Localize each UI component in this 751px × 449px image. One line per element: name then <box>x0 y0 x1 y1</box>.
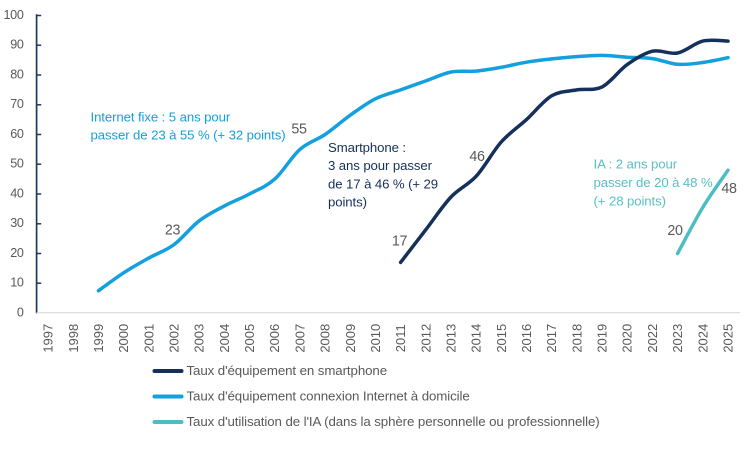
svg-text:20: 20 <box>667 223 683 239</box>
svg-text:2015: 2015 <box>494 324 509 353</box>
svg-text:2014: 2014 <box>469 324 484 353</box>
svg-text:(+ 28 points): (+ 28 points) <box>594 193 666 208</box>
svg-text:Taux d'utilisation de l'IA (da: Taux d'utilisation de l'IA (dans la sphè… <box>187 414 600 429</box>
svg-text:1997: 1997 <box>41 324 56 353</box>
svg-text:0: 0 <box>17 305 24 319</box>
svg-text:de 17 à 46 % (+ 29: de 17 à 46 % (+ 29 <box>328 176 438 191</box>
svg-text:2004: 2004 <box>217 324 232 353</box>
svg-text:40: 40 <box>10 186 24 200</box>
svg-text:2018: 2018 <box>569 324 584 353</box>
svg-text:2024: 2024 <box>695 324 710 353</box>
svg-text:2020: 2020 <box>620 324 635 353</box>
svg-text:90: 90 <box>10 38 24 52</box>
svg-text:points): points) <box>328 194 367 209</box>
svg-text:2006: 2006 <box>267 324 282 353</box>
svg-text:2007: 2007 <box>292 324 307 353</box>
svg-text:80: 80 <box>10 67 24 81</box>
svg-text:2012: 2012 <box>418 324 433 353</box>
svg-text:2008: 2008 <box>318 324 333 353</box>
svg-text:1999: 1999 <box>91 324 106 353</box>
svg-text:2013: 2013 <box>444 324 459 353</box>
svg-text:passer de 23 à 55 % (+ 32 poin: passer de 23 à 55 % (+ 32 points) <box>91 127 286 142</box>
svg-text:2022: 2022 <box>645 324 660 353</box>
svg-text:2011: 2011 <box>393 324 408 352</box>
svg-text:2009: 2009 <box>343 324 358 353</box>
svg-text:IA : 2 ans pour: IA : 2 ans pour <box>594 156 678 171</box>
svg-text:100: 100 <box>4 8 24 22</box>
svg-text:1998: 1998 <box>66 324 81 353</box>
svg-text:2005: 2005 <box>242 324 257 353</box>
svg-text:46: 46 <box>469 149 485 165</box>
svg-text:2017: 2017 <box>544 324 559 353</box>
svg-text:2002: 2002 <box>167 324 182 353</box>
svg-text:23: 23 <box>165 223 181 239</box>
svg-text:2010: 2010 <box>368 324 383 353</box>
svg-text:30: 30 <box>10 216 24 230</box>
svg-text:Taux d'équipement en smartphon: Taux d'équipement en smartphone <box>187 363 388 378</box>
svg-text:Taux d'équipement connexion In: Taux d'équipement connexion Internet à d… <box>187 389 470 404</box>
svg-text:70: 70 <box>10 97 24 111</box>
svg-text:2016: 2016 <box>519 324 534 353</box>
svg-text:2019: 2019 <box>595 324 610 353</box>
svg-text:Smartphone :: Smartphone : <box>328 140 406 155</box>
svg-text:passer de 20 à 48 %: passer de 20 à 48 % <box>594 175 713 190</box>
svg-text:2003: 2003 <box>192 324 207 353</box>
svg-text:2025: 2025 <box>721 324 736 353</box>
svg-text:50: 50 <box>10 157 24 171</box>
svg-text:2000: 2000 <box>116 324 131 353</box>
svg-text:48: 48 <box>721 181 737 197</box>
svg-text:60: 60 <box>10 127 24 141</box>
svg-text:2001: 2001 <box>141 324 156 353</box>
svg-text:20: 20 <box>10 246 24 260</box>
svg-text:17: 17 <box>392 234 408 250</box>
svg-text:55: 55 <box>291 122 307 138</box>
svg-text:2023: 2023 <box>670 324 685 353</box>
svg-text:Internet fixe : 5 ans pour: Internet fixe : 5 ans pour <box>91 109 231 124</box>
svg-text:10: 10 <box>10 276 24 290</box>
svg-text:3 ans pour passer: 3 ans pour passer <box>328 158 433 173</box>
